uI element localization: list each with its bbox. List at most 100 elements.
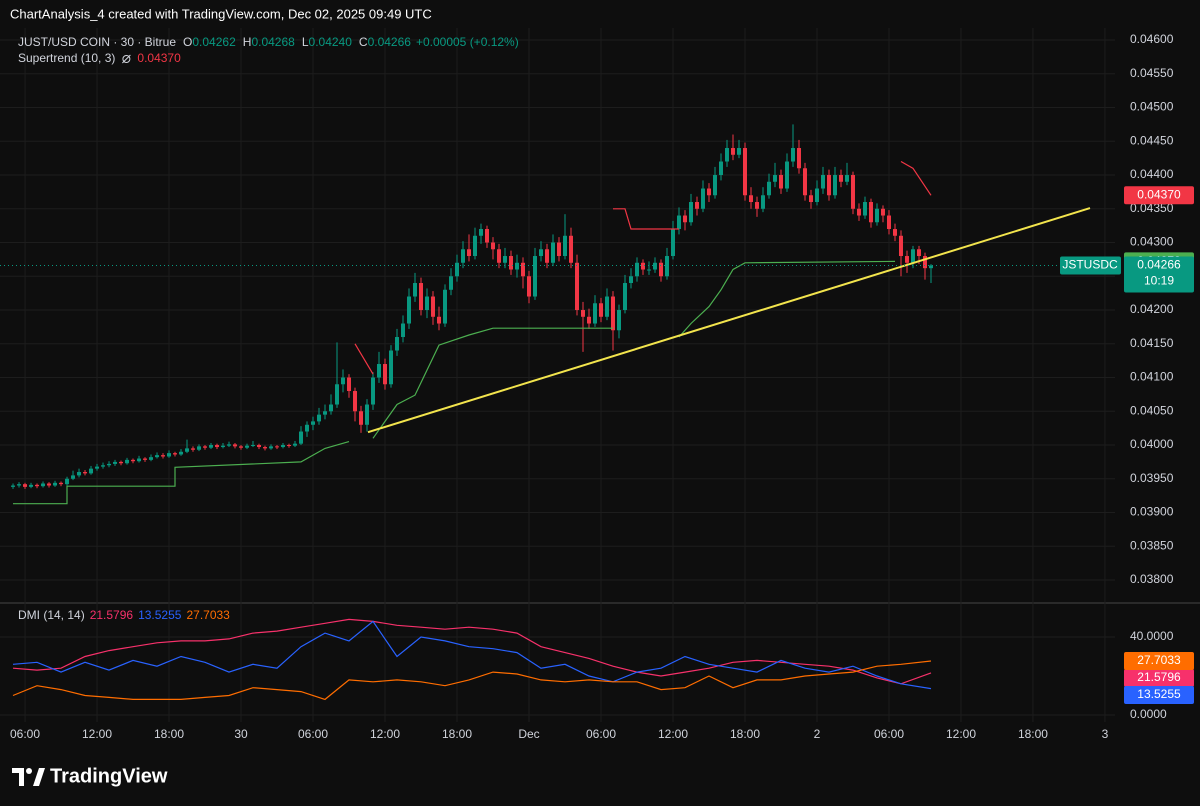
y-tick-label: 0.04500 [1130, 100, 1174, 114]
dmi-tag-box [1124, 651, 1194, 670]
y-tick-label: 0.03950 [1130, 471, 1174, 485]
candle-body [706, 188, 711, 196]
dmi-line [12, 620, 932, 690]
candle-body [742, 148, 747, 196]
x-tick-label: 30 [234, 727, 248, 741]
y-tick-label: 0.03900 [1130, 505, 1174, 519]
x-tick-label: 12:00 [946, 727, 976, 741]
candle-body [754, 202, 759, 209]
legend-key: C [359, 35, 368, 49]
candle-body [59, 482, 64, 485]
x-tick-label: 06:00 [298, 727, 328, 741]
candle-body [898, 235, 903, 257]
countdown: 10:19 [1144, 274, 1174, 288]
dmi-tag-box [1124, 668, 1194, 687]
candle-body [772, 175, 777, 182]
candle-body [766, 181, 771, 196]
candle-body [928, 265, 933, 269]
candle-body [161, 455, 166, 457]
y-tick-label: 0.04200 [1130, 302, 1174, 316]
candle-body [353, 391, 358, 412]
x-tick-label: 06:00 [874, 727, 904, 741]
x-tick-label: 18:00 [442, 727, 472, 741]
candle-body [712, 175, 717, 196]
candle-body [371, 377, 376, 405]
candle-body [760, 195, 765, 209]
candle-body [598, 303, 603, 317]
candle-body [479, 229, 484, 236]
candle-body [35, 484, 40, 487]
candle-body [305, 424, 310, 432]
candle-body [167, 453, 172, 457]
y-tick-label: 40.0000 [1130, 629, 1174, 643]
candle-body [904, 256, 909, 263]
candle-body [41, 483, 46, 487]
candle-body [365, 404, 370, 425]
trendline [367, 207, 1091, 434]
candle-body [622, 283, 627, 311]
legend-value: 0.04262 [192, 35, 236, 49]
candle-body [886, 215, 891, 230]
candle-body [880, 208, 885, 216]
candle-body [910, 249, 915, 263]
candle-body [616, 310, 621, 331]
price-tag-label: 0.04266 [1137, 258, 1181, 272]
candle-body [395, 337, 400, 351]
x-tick-label: 06:00 [10, 727, 40, 741]
x-tick-label: 2 [814, 727, 821, 741]
candle-body [71, 475, 76, 479]
candle-body [389, 350, 394, 385]
candle-body [778, 175, 783, 189]
x-tick-label: 12:00 [370, 727, 400, 741]
y-tick-label: 0.03850 [1130, 538, 1174, 552]
candle-body [515, 262, 520, 270]
candle-body [29, 484, 34, 487]
symbol-tag-label: JSTUSDC [1062, 258, 1118, 272]
candle-body [125, 459, 130, 464]
candle-body [682, 215, 687, 223]
candle-body [281, 445, 286, 448]
candle-body [808, 195, 813, 203]
candle-body [317, 414, 322, 422]
candle-body [874, 208, 879, 223]
candle-body [634, 262, 639, 277]
legend: JUST/USD COIN · 30 · Bitrue O0.04262 H0.04… [18, 35, 519, 49]
symbol-tag-box [1060, 256, 1121, 275]
y-tick-label: 0.04350 [1130, 201, 1174, 215]
candle-body [227, 444, 232, 446]
candle-body [383, 364, 388, 385]
candle-body [359, 411, 364, 425]
candle-body [425, 296, 430, 311]
candle-body [131, 459, 136, 462]
dmi-line [12, 618, 932, 685]
dmi-tag-label: 21.5796 [1137, 670, 1181, 684]
legend-change: +0.00005 (+0.12%) [416, 35, 519, 49]
candle-body [209, 445, 214, 448]
candle-body [892, 229, 897, 236]
candle-body [652, 262, 657, 270]
candle-body [299, 431, 304, 444]
candle-body [551, 242, 556, 263]
logo-icon [26, 768, 32, 774]
legend-value: 13.5255 [138, 608, 182, 622]
candle-body [790, 148, 795, 162]
logo: TradingView [12, 765, 168, 787]
legend-key: L [302, 35, 309, 49]
candle-body [155, 455, 160, 458]
y-tick-label: 0.0000 [1130, 707, 1167, 721]
candle-body [431, 296, 436, 317]
y-tick-label: 0.04300 [1130, 235, 1174, 249]
candle-body [844, 175, 849, 182]
candle-body [263, 447, 268, 449]
legend-value: 0.04266 [368, 35, 412, 49]
candle-body [646, 269, 651, 271]
candle-body [77, 472, 82, 476]
candle-body [832, 175, 837, 196]
y-tick-label: 0.04050 [1130, 403, 1174, 417]
candle-body [640, 262, 645, 270]
candle-body [802, 168, 807, 196]
candle-body [610, 296, 615, 331]
y-tick-label: 0.04150 [1130, 336, 1174, 350]
x-tick-label: 18:00 [1018, 727, 1048, 741]
candle-body [568, 235, 573, 263]
